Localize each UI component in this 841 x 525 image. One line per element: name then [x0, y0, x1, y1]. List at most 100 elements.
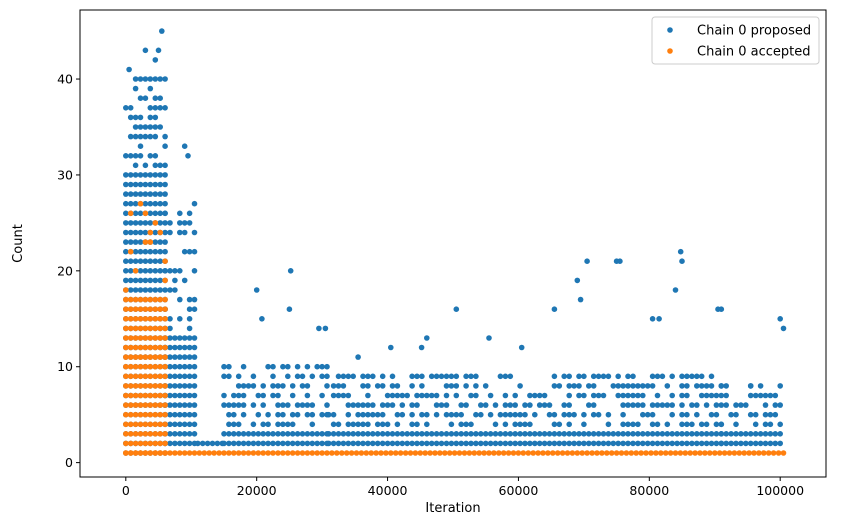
proposed-point — [384, 402, 391, 408]
proposed-point — [689, 440, 695, 447]
proposed-point — [713, 392, 720, 399]
proposed-point — [330, 431, 337, 437]
proposed-point — [235, 440, 242, 447]
proposed-point — [762, 421, 769, 428]
proposed-point — [677, 248, 684, 255]
proposed-point — [527, 392, 533, 399]
accepted-point — [162, 392, 168, 399]
y-axis-ticks: 0 10 20 30 40 — [57, 72, 80, 470]
accepted-point — [510, 450, 517, 456]
accepted-point — [127, 325, 134, 332]
proposed-point — [127, 200, 134, 207]
proposed-point — [127, 181, 134, 188]
proposed-point — [399, 440, 406, 447]
proposed-point — [345, 431, 352, 437]
proposed-point — [147, 76, 154, 82]
proposed-point — [635, 383, 641, 389]
proposed-point — [424, 440, 430, 447]
accepted-point — [132, 383, 139, 389]
proposed-point — [561, 431, 567, 437]
proposed-point — [576, 431, 582, 437]
proposed-point — [404, 392, 411, 399]
proposed-point — [610, 431, 617, 437]
proposed-point — [610, 440, 617, 447]
proposed-point — [419, 373, 425, 380]
proposed-point — [414, 373, 420, 380]
proposed-point — [127, 229, 134, 236]
proposed-point — [157, 181, 163, 188]
accepted-point — [545, 450, 551, 456]
accepted-point — [255, 450, 262, 456]
proposed-point — [497, 411, 504, 418]
proposed-point — [186, 325, 193, 332]
proposed-point — [536, 440, 543, 447]
proposed-point — [374, 411, 381, 418]
proposed-point — [186, 373, 193, 380]
accepted-point — [648, 450, 654, 456]
proposed-point — [152, 268, 159, 274]
proposed-point — [649, 373, 656, 380]
proposed-point — [275, 440, 281, 447]
proposed-point — [162, 162, 168, 169]
proposed-point — [355, 402, 361, 408]
accepted-point — [132, 392, 139, 399]
proposed-point — [127, 114, 134, 121]
proposed-point — [574, 277, 581, 284]
proposed-point — [512, 411, 518, 418]
accepted-point — [751, 450, 757, 456]
accepted-point — [702, 450, 708, 456]
proposed-point — [314, 440, 321, 447]
proposed-point — [157, 191, 163, 197]
accepted-point — [147, 402, 154, 408]
proposed-point — [287, 268, 294, 274]
proposed-point — [350, 402, 357, 408]
accepted-point — [127, 335, 134, 341]
proposed-point — [507, 373, 514, 380]
accepted-point — [294, 450, 301, 456]
accepted-point — [559, 450, 566, 456]
proposed-point — [127, 172, 134, 178]
accepted-point — [363, 450, 370, 456]
proposed-point — [418, 344, 425, 351]
proposed-point — [191, 383, 198, 389]
proposed-point — [590, 373, 597, 380]
proposed-point — [517, 440, 523, 447]
proposed-point — [365, 440, 371, 447]
proposed-point — [772, 411, 779, 418]
proposed-point — [679, 440, 685, 447]
accepted-point — [157, 363, 163, 370]
accepted-point — [594, 450, 600, 456]
proposed-point — [752, 411, 759, 418]
proposed-point — [635, 440, 641, 447]
accepted-point — [142, 335, 149, 341]
proposed-point — [625, 440, 631, 447]
proposed-point — [270, 383, 276, 389]
y-tick-label: 40 — [57, 72, 73, 87]
proposed-point — [162, 220, 168, 226]
proposed-point — [137, 248, 144, 255]
proposed-point — [541, 431, 548, 437]
accepted-point — [721, 450, 728, 456]
proposed-point — [757, 431, 764, 437]
proposed-point — [448, 411, 455, 418]
proposed-point — [698, 373, 705, 380]
accepted-point — [716, 450, 723, 456]
proposed-point — [240, 392, 247, 399]
accepted-point — [123, 335, 129, 341]
proposed-point — [679, 402, 685, 408]
proposed-point — [250, 402, 257, 408]
proposed-point — [772, 402, 779, 408]
proposed-point — [365, 383, 371, 389]
proposed-point — [409, 373, 415, 380]
proposed-point — [374, 431, 381, 437]
proposed-point — [340, 440, 347, 447]
proposed-point — [345, 421, 352, 428]
proposed-point — [255, 411, 262, 418]
proposed-point — [181, 277, 188, 284]
accepted-point — [152, 363, 159, 370]
accepted-point — [437, 450, 443, 456]
proposed-point — [177, 229, 183, 236]
accepted-point — [162, 296, 168, 303]
accepted-point — [147, 411, 154, 418]
accepted-point — [471, 450, 478, 456]
